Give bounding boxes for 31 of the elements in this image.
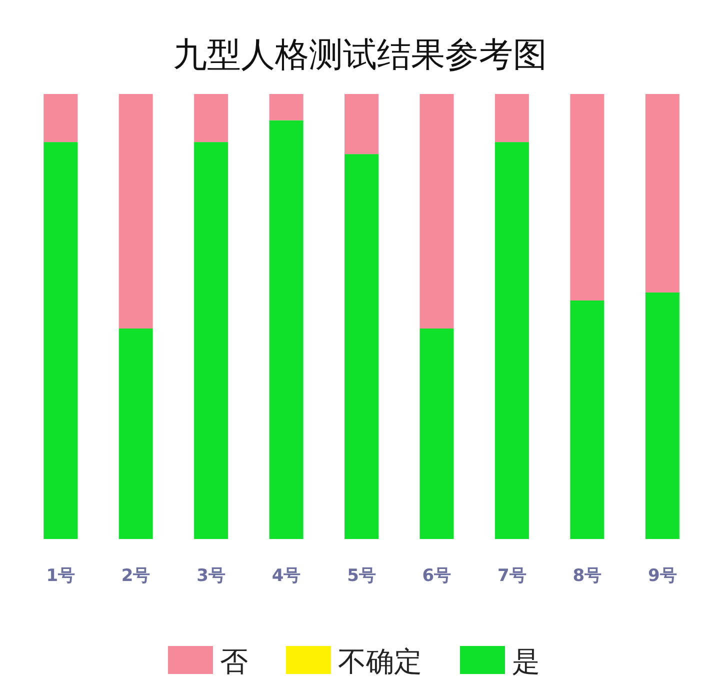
bar — [44, 142, 78, 539]
bar — [344, 94, 378, 154]
bar — [420, 94, 454, 329]
bar — [645, 94, 680, 292]
bar — [269, 94, 304, 120]
bar — [118, 94, 153, 329]
x-tick-label: 6号 — [422, 566, 452, 586]
bar — [118, 328, 153, 539]
bar — [269, 120, 304, 539]
chart-title: 九型人格测试结果参考图 — [173, 35, 547, 75]
bar — [494, 142, 529, 539]
x-tick-label: 7号 — [498, 566, 526, 586]
x-tick-label: 1号 — [46, 566, 76, 586]
x-tick-label: 5号 — [347, 566, 376, 586]
bar — [344, 154, 378, 539]
legend-label: 否 — [220, 645, 248, 678]
legend-label: 不确定 — [338, 645, 422, 678]
x-tick-label: 3号 — [196, 566, 226, 586]
x-tick-label: 2号 — [121, 566, 150, 586]
x-tick-label: 8号 — [572, 566, 602, 586]
bar — [194, 142, 228, 539]
bar — [44, 94, 78, 142]
bar — [645, 292, 680, 539]
x-tick-label: 9号 — [648, 566, 677, 586]
bar — [570, 94, 604, 300]
bar — [570, 300, 604, 539]
bar — [194, 94, 228, 142]
x-tick-label: 4号 — [272, 566, 301, 586]
bar — [494, 94, 529, 142]
bar — [420, 328, 454, 539]
legend-label: 是 — [512, 645, 540, 678]
